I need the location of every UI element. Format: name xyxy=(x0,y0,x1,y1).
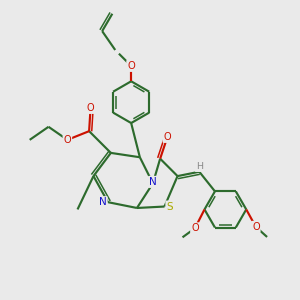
Text: O: O xyxy=(64,135,71,145)
Text: O: O xyxy=(191,223,199,233)
Text: N: N xyxy=(99,197,106,207)
Text: S: S xyxy=(167,202,173,212)
Text: O: O xyxy=(87,103,94,113)
Text: O: O xyxy=(252,222,260,232)
Text: N: N xyxy=(149,177,157,187)
Text: O: O xyxy=(127,61,135,71)
Text: O: O xyxy=(164,132,171,142)
Text: H: H xyxy=(196,162,203,171)
